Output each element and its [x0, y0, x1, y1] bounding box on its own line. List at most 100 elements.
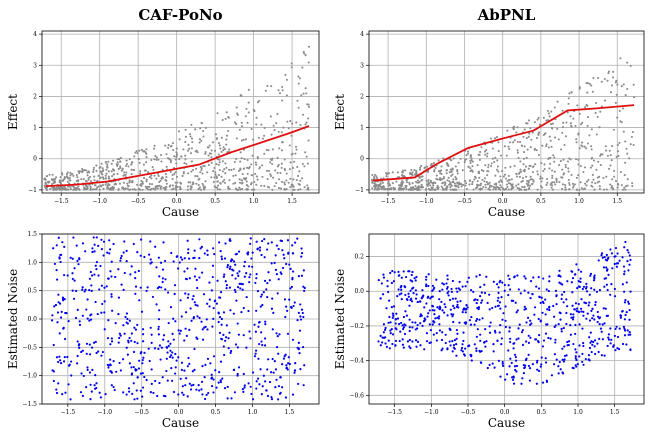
scatter-point [558, 274, 561, 277]
scatter-point [428, 309, 431, 312]
panel-title: AbPNL [477, 6, 536, 24]
scatter-point [247, 309, 250, 313]
scatter-point [275, 332, 278, 335]
scatter-point [194, 267, 197, 270]
y-tick-label: 0.2 [354, 254, 364, 261]
scatter-point [291, 270, 295, 273]
scatter-point [581, 327, 584, 330]
scatter-point [529, 127, 532, 130]
scatter-point [483, 283, 486, 286]
scatter-point [469, 323, 473, 326]
scatter-point [90, 274, 94, 277]
scatter-point [225, 143, 228, 146]
scatter-point [130, 332, 133, 335]
scatter-point [172, 260, 175, 263]
scatter-point [599, 327, 603, 330]
scatter-point [231, 258, 234, 262]
scatter-point [276, 156, 279, 159]
scatter-point [213, 176, 216, 179]
scatter-point [612, 344, 615, 347]
scatter-point [271, 357, 274, 361]
scatter-point [55, 244, 58, 247]
scatter-point [128, 179, 131, 182]
scatter-point [488, 186, 491, 189]
scatter-point [261, 385, 264, 388]
scatter-point [110, 384, 113, 387]
scatter-point [462, 183, 465, 187]
scatter-point [616, 83, 619, 86]
scatter-point [514, 301, 517, 304]
scatter-point [432, 333, 435, 336]
scatter-point [561, 131, 564, 134]
scatter-point [425, 302, 428, 305]
scatter-point [298, 183, 301, 186]
scatter-point [574, 323, 577, 327]
scatter-point [576, 363, 579, 366]
scatter-point [136, 183, 139, 186]
scatter-point [282, 126, 285, 129]
scatter-point [581, 352, 584, 356]
scatter-point [81, 242, 85, 245]
scatter-point [250, 392, 253, 396]
scatter-point [228, 148, 231, 151]
scatter-point [109, 188, 112, 191]
scatter-point [553, 315, 556, 318]
scatter-point [628, 318, 631, 321]
scatter-point [215, 386, 218, 389]
scatter-point [121, 167, 124, 170]
scatter-point [223, 181, 226, 184]
scatter-point [267, 358, 270, 361]
scatter-point [519, 292, 522, 295]
scatter-point [106, 163, 109, 166]
scatter-point [559, 160, 562, 163]
scatter-point [200, 168, 203, 172]
scatter-point [585, 290, 589, 293]
scatter-point [582, 285, 586, 288]
scatter-point [584, 182, 587, 185]
scatter-point [175, 151, 178, 154]
scatter-point [622, 130, 625, 133]
scatter-point [589, 274, 592, 277]
x-axis-label: Cause [162, 205, 199, 219]
scatter-point [212, 391, 215, 394]
scatter-point [560, 327, 563, 330]
x-tick-label: 1.5 [610, 409, 620, 416]
scatter-point [574, 348, 577, 351]
scatter-point [132, 382, 135, 385]
scatter-point [397, 288, 400, 291]
scatter-point [298, 77, 301, 80]
scatter-point [45, 175, 48, 178]
scatter-point [150, 174, 153, 177]
scatter-point [582, 363, 585, 366]
scatter-point [454, 175, 457, 179]
y-tick-label: 0.0 [354, 288, 364, 295]
scatter-point [466, 150, 470, 153]
scatter-point [520, 180, 523, 183]
scatter-point [219, 181, 222, 184]
scatter-point [585, 103, 588, 106]
scatter-point [542, 277, 545, 280]
scatter-point [91, 250, 94, 254]
scatter-point [227, 116, 231, 119]
scatter-point [400, 181, 403, 184]
scatter-point [462, 353, 466, 356]
scatter-point [626, 152, 629, 155]
scatter-point [186, 267, 189, 270]
scatter-point [472, 290, 475, 293]
scatter-point [519, 141, 522, 144]
scatter-point [562, 173, 565, 176]
scatter-point [581, 121, 584, 124]
scatter-point [247, 185, 250, 188]
scatter-point [228, 331, 231, 334]
scatter-point [50, 319, 54, 322]
scatter-point [301, 311, 304, 315]
scatter-point [515, 370, 518, 373]
scatter-point [138, 299, 141, 302]
scatter-point [167, 144, 170, 147]
scatter-point [137, 269, 140, 273]
scatter-point [99, 396, 102, 399]
scatter-point [541, 144, 544, 147]
scatter-point [547, 112, 550, 115]
scatter-point [174, 352, 177, 356]
scatter-point [86, 187, 89, 190]
